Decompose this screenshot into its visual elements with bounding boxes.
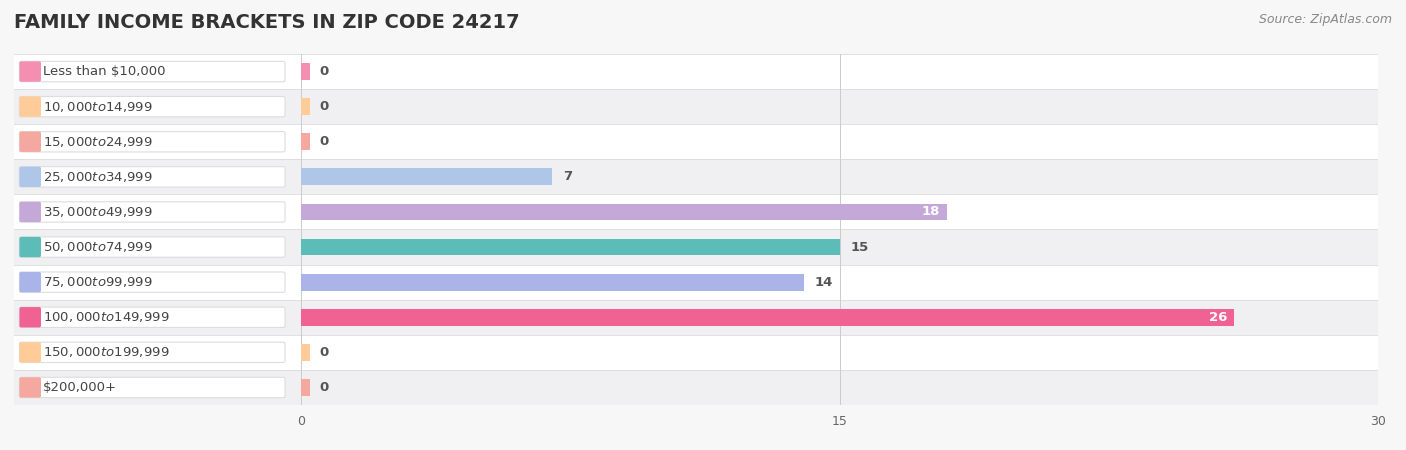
FancyBboxPatch shape bbox=[20, 237, 41, 257]
Bar bbox=[14, 300, 1378, 335]
Text: $25,000 to $34,999: $25,000 to $34,999 bbox=[42, 170, 152, 184]
Text: $35,000 to $49,999: $35,000 to $49,999 bbox=[42, 205, 152, 219]
Text: 14: 14 bbox=[814, 276, 832, 288]
Text: $150,000 to $199,999: $150,000 to $199,999 bbox=[42, 345, 169, 360]
Text: 0: 0 bbox=[319, 135, 329, 148]
FancyBboxPatch shape bbox=[20, 131, 41, 152]
Text: FAMILY INCOME BRACKETS IN ZIP CODE 24217: FAMILY INCOME BRACKETS IN ZIP CODE 24217 bbox=[14, 14, 520, 32]
Text: 15: 15 bbox=[851, 241, 869, 253]
Bar bbox=[14, 194, 1378, 230]
Text: Source: ZipAtlas.com: Source: ZipAtlas.com bbox=[1258, 14, 1392, 27]
FancyBboxPatch shape bbox=[20, 96, 41, 117]
Text: $50,000 to $74,999: $50,000 to $74,999 bbox=[42, 240, 152, 254]
Text: 18: 18 bbox=[922, 206, 941, 218]
Text: $75,000 to $99,999: $75,000 to $99,999 bbox=[42, 275, 152, 289]
Text: $100,000 to $149,999: $100,000 to $149,999 bbox=[42, 310, 169, 324]
FancyBboxPatch shape bbox=[20, 342, 41, 363]
FancyBboxPatch shape bbox=[20, 61, 285, 82]
FancyBboxPatch shape bbox=[20, 96, 285, 117]
Bar bbox=[301, 124, 1378, 159]
FancyBboxPatch shape bbox=[20, 272, 285, 292]
Text: 0: 0 bbox=[319, 381, 329, 394]
Bar bbox=[301, 274, 804, 291]
Text: $10,000 to $14,999: $10,000 to $14,999 bbox=[42, 99, 152, 114]
Bar bbox=[301, 133, 311, 150]
Bar bbox=[301, 370, 1378, 405]
Bar bbox=[301, 194, 1378, 230]
Text: 0: 0 bbox=[319, 100, 329, 113]
Bar bbox=[14, 265, 1378, 300]
Bar bbox=[301, 379, 311, 396]
Text: Less than $10,000: Less than $10,000 bbox=[42, 65, 166, 78]
FancyBboxPatch shape bbox=[20, 307, 285, 328]
FancyBboxPatch shape bbox=[20, 377, 41, 398]
FancyBboxPatch shape bbox=[20, 342, 285, 363]
Bar bbox=[14, 230, 1378, 265]
Text: 7: 7 bbox=[564, 171, 572, 183]
Bar bbox=[301, 54, 1378, 89]
FancyBboxPatch shape bbox=[20, 272, 41, 292]
Bar bbox=[14, 54, 1378, 89]
Bar bbox=[301, 168, 553, 185]
Bar bbox=[14, 89, 1378, 124]
Bar bbox=[301, 344, 311, 361]
Text: 0: 0 bbox=[319, 346, 329, 359]
Bar bbox=[301, 335, 1378, 370]
Bar bbox=[14, 159, 1378, 194]
FancyBboxPatch shape bbox=[20, 131, 285, 152]
Bar bbox=[301, 309, 1234, 326]
Bar bbox=[301, 159, 1378, 194]
Bar bbox=[14, 370, 1378, 405]
Text: 26: 26 bbox=[1209, 311, 1227, 324]
Bar bbox=[14, 124, 1378, 159]
FancyBboxPatch shape bbox=[20, 61, 41, 82]
Bar bbox=[301, 89, 1378, 124]
FancyBboxPatch shape bbox=[20, 202, 285, 222]
Bar bbox=[301, 203, 948, 220]
FancyBboxPatch shape bbox=[20, 377, 285, 398]
Bar bbox=[301, 300, 1378, 335]
Bar bbox=[301, 98, 311, 115]
FancyBboxPatch shape bbox=[20, 166, 41, 187]
Bar bbox=[301, 238, 839, 256]
Bar bbox=[301, 63, 311, 80]
FancyBboxPatch shape bbox=[20, 202, 41, 222]
Text: $200,000+: $200,000+ bbox=[42, 381, 117, 394]
Bar bbox=[301, 230, 1378, 265]
Bar bbox=[14, 335, 1378, 370]
FancyBboxPatch shape bbox=[20, 307, 41, 328]
FancyBboxPatch shape bbox=[20, 237, 285, 257]
Text: 0: 0 bbox=[319, 65, 329, 78]
Bar bbox=[301, 265, 1378, 300]
Text: $15,000 to $24,999: $15,000 to $24,999 bbox=[42, 135, 152, 149]
FancyBboxPatch shape bbox=[20, 166, 285, 187]
